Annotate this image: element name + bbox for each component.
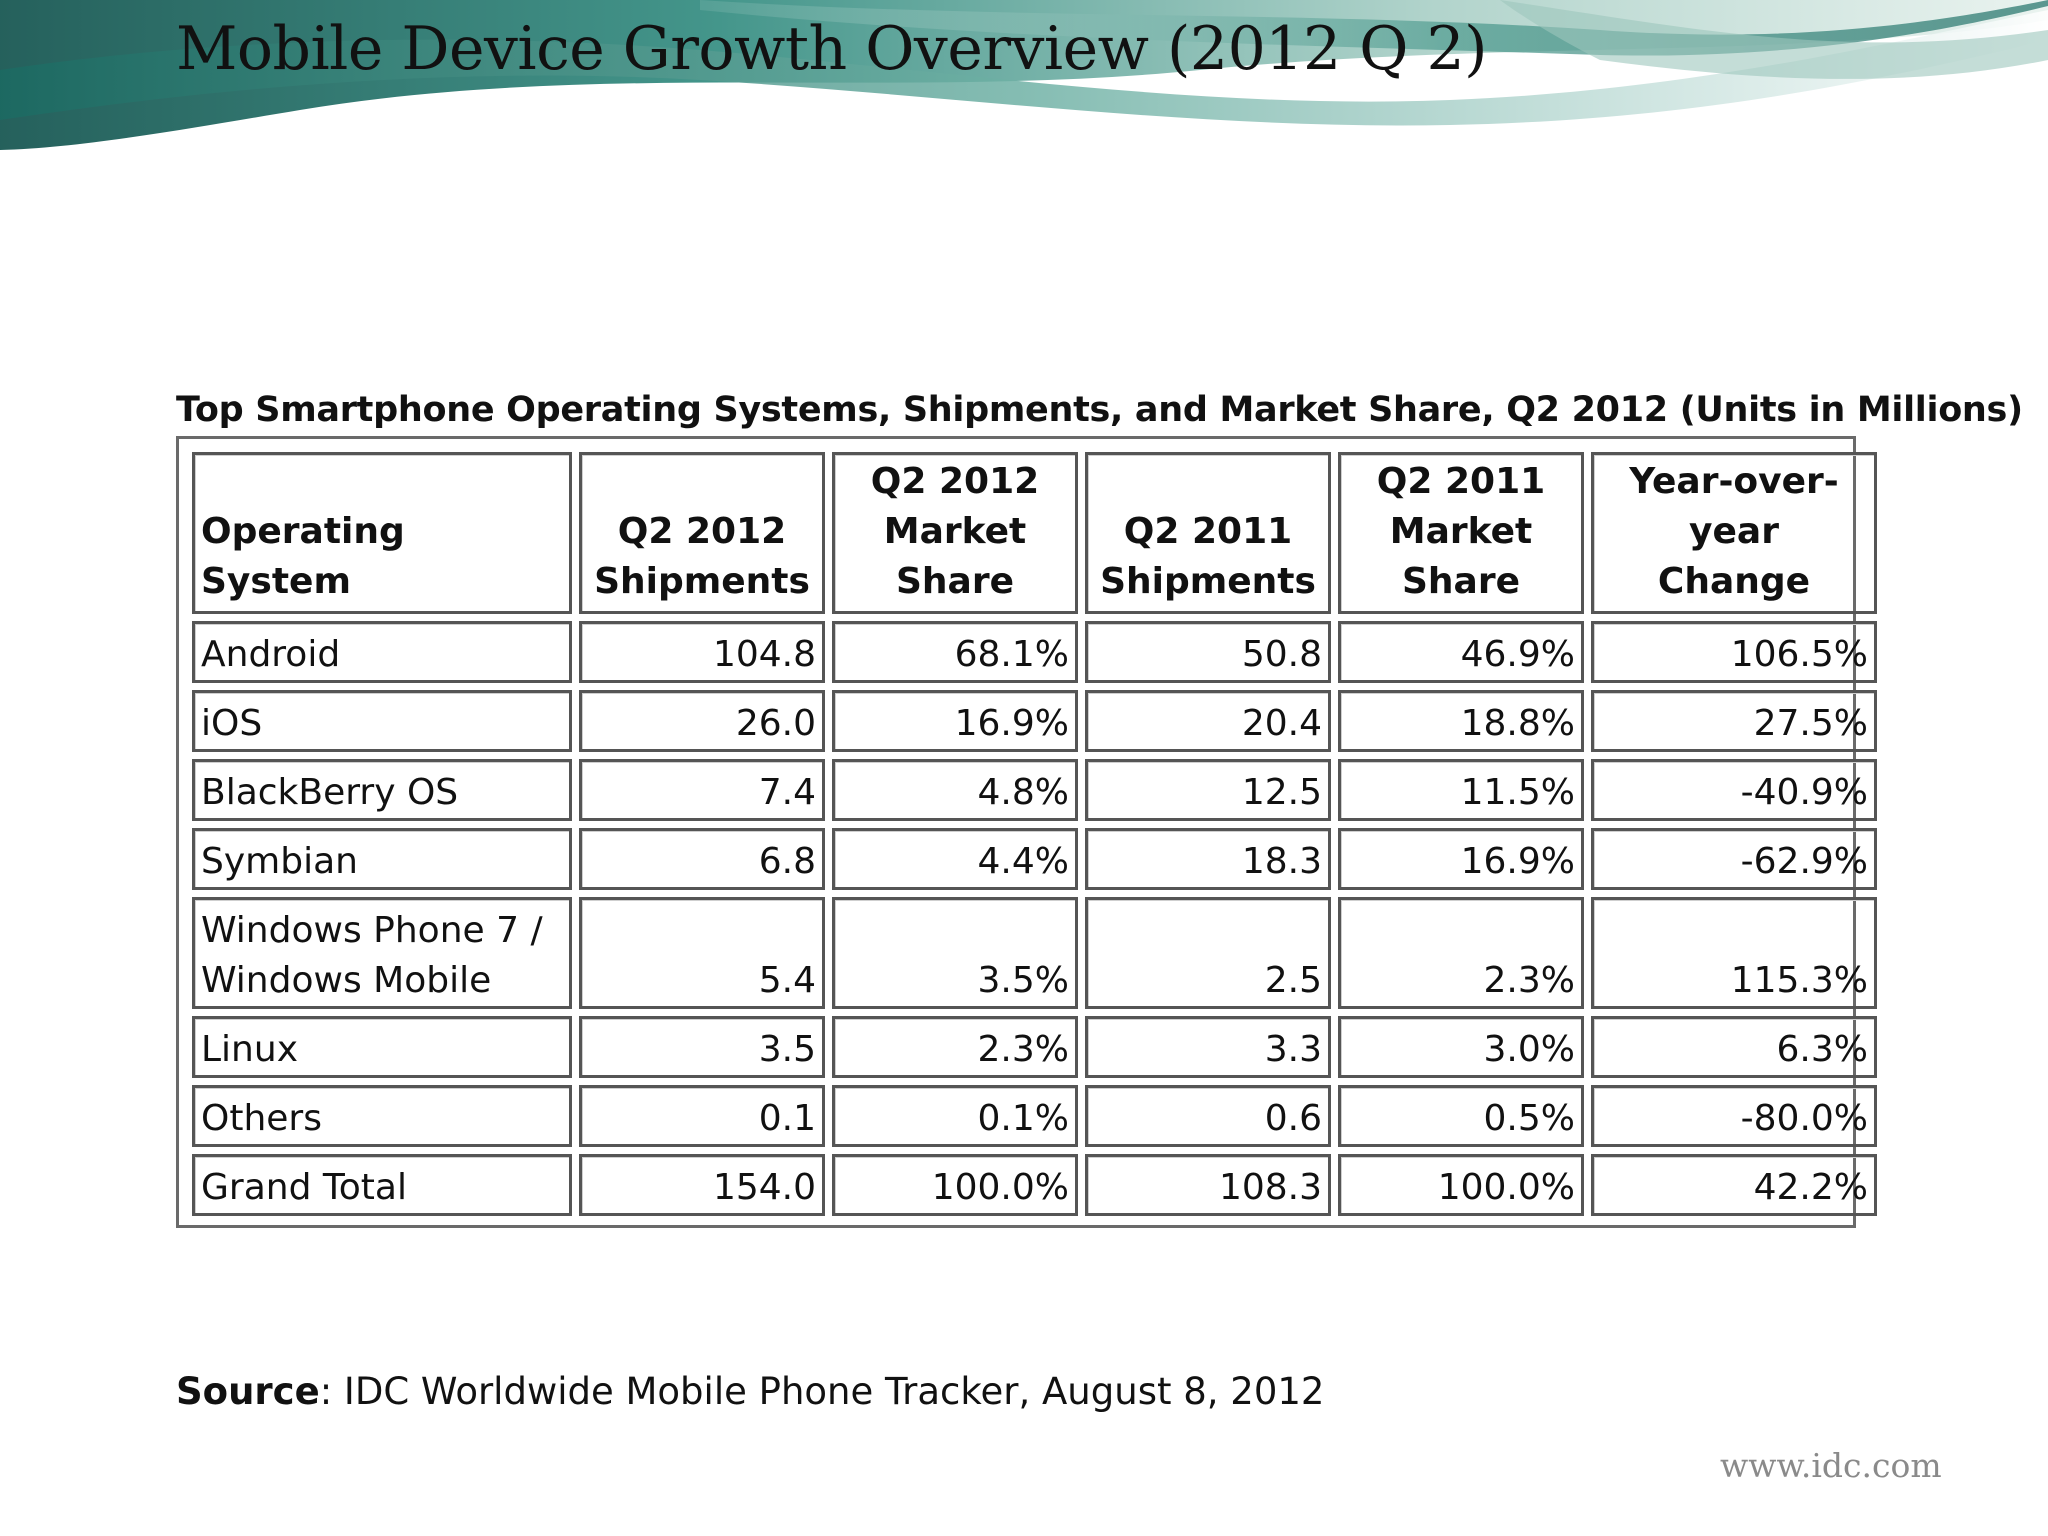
- header-yoy-change: Year-over-year Change: [1591, 452, 1877, 614]
- table-row-linux: Linux 3.5 2.3% 3.3 3.0% 6.3%: [192, 1016, 1877, 1078]
- cell-yoy-change: 115.3%: [1591, 897, 1877, 1009]
- header-line: Q2 2011: [1123, 511, 1293, 552]
- header-line: Year-over-year: [1629, 461, 1839, 552]
- cell-q2-2012-shipments: 6.8: [579, 828, 825, 890]
- data-table-frame: Operating System Q2 2012 Shipments Q2 201…: [176, 436, 1877, 1228]
- cell-q2-2012-share: 4.4%: [832, 828, 1078, 890]
- cell-q2-2011-share: 11.5%: [1338, 759, 1584, 821]
- header-line: Operating System: [201, 511, 405, 602]
- cell-q2-2011-shipments: 12.5: [1085, 759, 1331, 821]
- cell-q2-2011-share: 2.3%: [1338, 897, 1584, 1009]
- table-row-windows: Windows Phone 7 / Windows Mobile 5.4 3.5%…: [192, 897, 1877, 1009]
- footer-url: www.idc.com: [1720, 1446, 1942, 1485]
- header-line: Q2 2011: [1376, 461, 1546, 502]
- header-line: Shipments: [594, 561, 810, 602]
- cell-q2-2012-shipments: 26.0: [579, 690, 825, 752]
- cell-os: Android: [192, 621, 572, 683]
- table-row-grand-total: Grand Total 154.0 100.0% 108.3 100.0% 42…: [192, 1154, 1877, 1216]
- cell-q2-2011-shipments: 108.3: [1085, 1154, 1331, 1216]
- cell-yoy-change: 6.3%: [1591, 1016, 1877, 1078]
- cell-q2-2012-shipments: 154.0: [579, 1154, 825, 1216]
- header-line: Market: [1389, 511, 1533, 552]
- cell-q2-2011-shipments: 50.8: [1085, 621, 1331, 683]
- cell-q2-2011-share: 46.9%: [1338, 621, 1584, 683]
- table-row-symbian: Symbian 6.8 4.4% 18.3 16.9% -62.9%: [192, 828, 1877, 890]
- cell-q2-2011-share: 100.0%: [1338, 1154, 1584, 1216]
- cell-os: Grand Total: [192, 1154, 572, 1216]
- cell-os: BlackBerry OS: [192, 759, 572, 821]
- smartphone-os-table: Operating System Q2 2012 Shipments Q2 201…: [185, 445, 1884, 1223]
- header-line: Share: [1401, 561, 1521, 602]
- cell-q2-2012-share: 68.1%: [832, 621, 1078, 683]
- cell-q2-2012-shipments: 3.5: [579, 1016, 825, 1078]
- cell-yoy-change: 27.5%: [1591, 690, 1877, 752]
- cell-q2-2012-shipments: 0.1: [579, 1085, 825, 1147]
- header-line: Change: [1657, 561, 1811, 602]
- cell-yoy-change: 106.5%: [1591, 621, 1877, 683]
- cell-yoy-change: 42.2%: [1591, 1154, 1877, 1216]
- header-q2-2011-market-share: Q2 2011 Market Share: [1338, 452, 1584, 614]
- cell-os: Linux: [192, 1016, 572, 1078]
- header-line: Share: [895, 561, 1015, 602]
- header-q2-2012-shipments: Q2 2012 Shipments: [579, 452, 825, 614]
- header-banner: [0, 0, 2048, 150]
- table-header-row: Operating System Q2 2012 Shipments Q2 201…: [192, 452, 1877, 614]
- source-label: Source: [176, 1370, 320, 1413]
- wave-decoration: [0, 0, 2048, 150]
- table-row-blackberry: BlackBerry OS 7.4 4.8% 12.5 11.5% -40.9%: [192, 759, 1877, 821]
- source-text: : IDC Worldwide Mobile Phone Tracker, Au…: [319, 1370, 1325, 1413]
- cell-yoy-change: -80.0%: [1591, 1085, 1877, 1147]
- cell-q2-2011-share: 0.5%: [1338, 1085, 1584, 1147]
- cell-q2-2011-shipments: 3.3: [1085, 1016, 1331, 1078]
- cell-q2-2011-shipments: 20.4: [1085, 690, 1331, 752]
- cell-q2-2012-shipments: 5.4: [579, 897, 825, 1009]
- cell-q2-2012-share: 2.3%: [832, 1016, 1078, 1078]
- cell-q2-2011-share: 18.8%: [1338, 690, 1584, 752]
- cell-q2-2012-shipments: 104.8: [579, 621, 825, 683]
- table-row-android: Android 104.8 68.1% 50.8 46.9% 106.5%: [192, 621, 1877, 683]
- table-row-ios: iOS 26.0 16.9% 20.4 18.8% 27.5%: [192, 690, 1877, 752]
- cell-os: Symbian: [192, 828, 572, 890]
- cell-q2-2012-shipments: 7.4: [579, 759, 825, 821]
- cell-q2-2011-share: 3.0%: [1338, 1016, 1584, 1078]
- header-line: Market: [883, 511, 1027, 552]
- header-q2-2012-market-share: Q2 2012 Market Share: [832, 452, 1078, 614]
- cell-q2-2012-share: 100.0%: [832, 1154, 1078, 1216]
- cell-os: iOS: [192, 690, 572, 752]
- table-caption: Top Smartphone Operating Systems, Shipme…: [176, 390, 2023, 430]
- cell-q2-2011-shipments: 2.5: [1085, 897, 1331, 1009]
- header-line: Q2 2012: [617, 511, 787, 552]
- header-line: Shipments: [1100, 561, 1316, 602]
- cell-q2-2011-share: 16.9%: [1338, 828, 1584, 890]
- cell-os: Windows Phone 7 / Windows Mobile: [192, 897, 572, 1009]
- slide-title: Mobile Device Growth Overview (2012 Q 2): [176, 14, 1488, 84]
- os-line: Windows Mobile: [201, 960, 492, 1001]
- cell-q2-2012-share: 3.5%: [832, 897, 1078, 1009]
- cell-yoy-change: -62.9%: [1591, 828, 1877, 890]
- cell-yoy-change: -40.9%: [1591, 759, 1877, 821]
- source-note: Source: IDC Worldwide Mobile Phone Track…: [176, 1370, 1324, 1413]
- os-line: Windows Phone 7 /: [201, 910, 543, 951]
- cell-q2-2012-share: 0.1%: [832, 1085, 1078, 1147]
- cell-q2-2012-share: 4.8%: [832, 759, 1078, 821]
- cell-q2-2012-share: 16.9%: [832, 690, 1078, 752]
- header-line: Q2 2012: [870, 461, 1040, 502]
- cell-q2-2011-shipments: 18.3: [1085, 828, 1331, 890]
- table-row-others: Others 0.1 0.1% 0.6 0.5% -80.0%: [192, 1085, 1877, 1147]
- header-operating-system: Operating System: [192, 452, 572, 614]
- cell-q2-2011-shipments: 0.6: [1085, 1085, 1331, 1147]
- header-q2-2011-shipments: Q2 2011 Shipments: [1085, 452, 1331, 614]
- cell-os: Others: [192, 1085, 572, 1147]
